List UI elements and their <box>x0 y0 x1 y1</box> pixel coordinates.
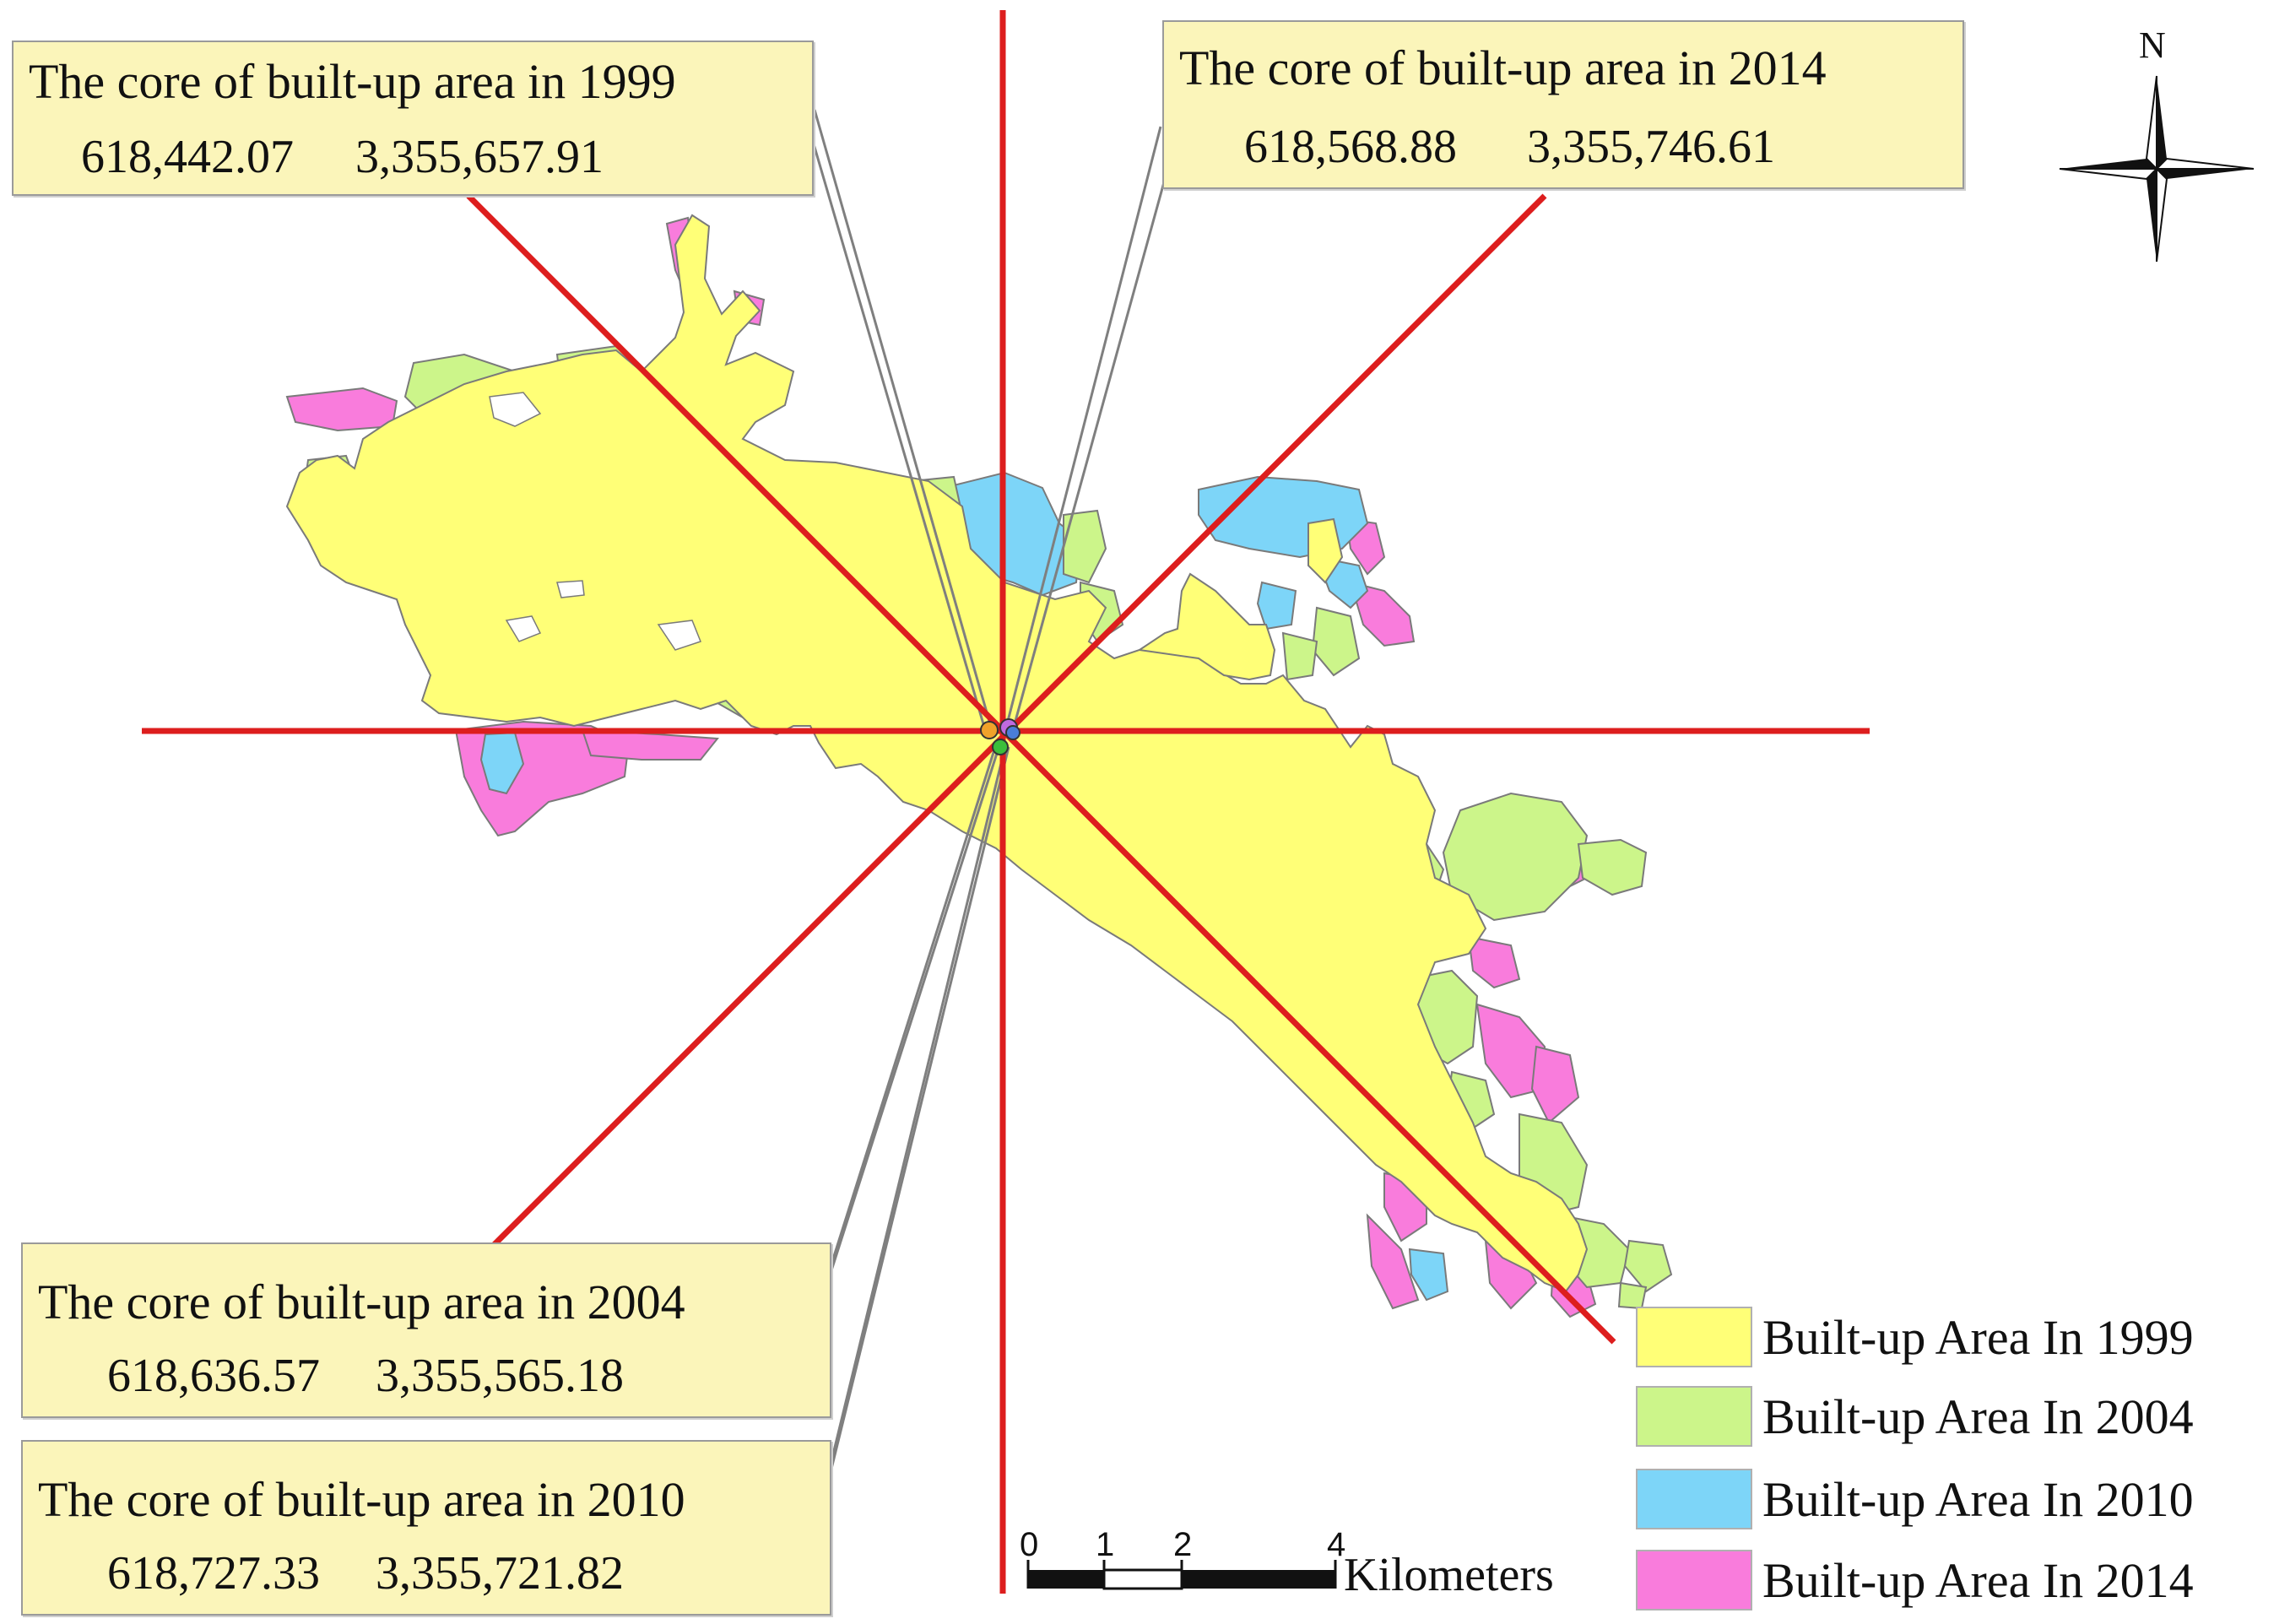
legend-item-2014: Built-up Area In 2014 <box>1636 1550 2277 1616</box>
built-up-1999-layer <box>285 214 1589 1293</box>
scale-unit-label: Kilometers <box>1344 1549 1554 1601</box>
callout-y-coordinate: 3,355,746.61 <box>1527 121 1775 173</box>
callout-x-coordinate: 618,568.88 <box>1244 121 1457 173</box>
callout-1999: The core of built-up area in 1999 618,44… <box>12 41 814 196</box>
legend-item-1999: Built-up Area In 1999 <box>1636 1307 2277 1372</box>
callout-title: The core of built-up area in 1999 <box>29 54 676 109</box>
callout-2010: The core of built-up area in 2010 618,72… <box>21 1440 831 1616</box>
legend-label: Built-up Area In 2004 <box>1762 1389 2194 1444</box>
callout-y-coordinate: 3,355,721.82 <box>376 1547 624 1600</box>
scale-tick-label: 0 <box>1020 1526 1039 1563</box>
legend-label: Built-up Area In 1999 <box>1762 1310 2194 1365</box>
leader-lines <box>804 109 1168 1486</box>
callout-title: The core of built-up area in 2004 <box>38 1275 685 1329</box>
callout-y-coordinate: 3,355,565.18 <box>376 1350 624 1402</box>
callout-x-coordinate: 618,727.33 <box>107 1547 320 1600</box>
callout-title: The core of built-up area in 2014 <box>1179 41 1827 95</box>
scale-tick-label: 4 <box>1327 1526 1346 1563</box>
callout-2004: The core of built-up area in 2004 618,63… <box>21 1242 831 1418</box>
legend-swatch <box>1636 1386 1752 1447</box>
callout-title: The core of built-up area in 2010 <box>38 1472 685 1527</box>
callout-x-coordinate: 618,442.07 <box>81 131 294 183</box>
core-2004-marker <box>992 739 1009 755</box>
callout-x-coordinate: 618,636.57 <box>107 1350 320 1402</box>
legend-label: Built-up Area In 2010 <box>1762 1472 2194 1527</box>
scale-tick-label: 1 <box>1096 1526 1115 1563</box>
callout-y-coordinate: 3,355,657.91 <box>355 131 604 183</box>
scale-tick-label: 2 <box>1173 1526 1193 1563</box>
core-markers <box>980 718 1020 755</box>
north-arrow-icon <box>2059 75 2255 263</box>
core-2010-marker <box>1005 725 1020 740</box>
map-gaps <box>489 392 701 651</box>
core-1999-marker <box>980 721 999 739</box>
legend-swatch <box>1636 1307 1752 1367</box>
legend-swatch <box>1636 1550 1752 1610</box>
callout-2014: The core of built-up area in 2014 618,56… <box>1162 20 1964 189</box>
scale-bar <box>1026 1560 1337 1590</box>
legend-item-2010: Built-up Area In 2010 <box>1636 1469 2277 1535</box>
legend-label: Built-up Area In 2014 <box>1762 1553 2194 1608</box>
legend-swatch <box>1636 1469 1752 1529</box>
north-label: N <box>2139 24 2166 66</box>
legend-item-2004: Built-up Area In 2004 <box>1636 1386 2277 1452</box>
